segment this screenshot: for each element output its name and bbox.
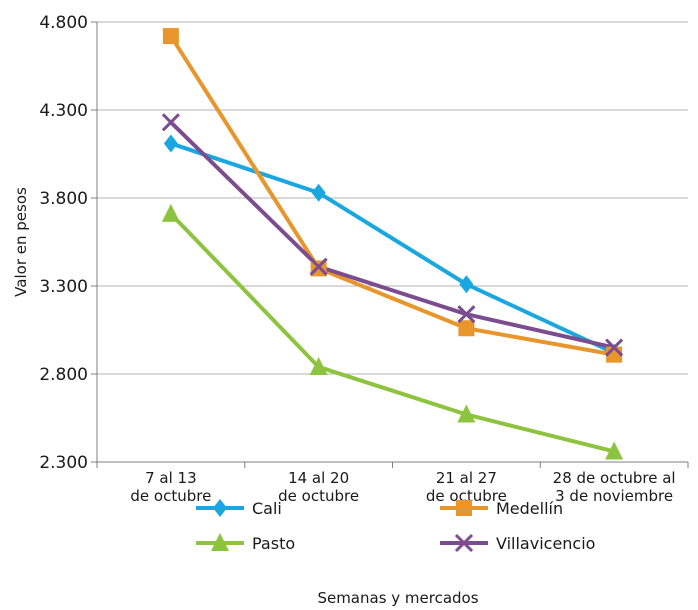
x-category-label-line: 14 al 20 (288, 469, 349, 487)
data-point-pasto (309, 356, 328, 375)
data-point-cali (459, 275, 474, 294)
data-point-pasto (457, 404, 476, 423)
x-category-label: 28 de octubre al 3 de noviembre (553, 469, 676, 505)
x-category-label: 14 al 20 de octubre (278, 469, 359, 505)
y-tick-labels: 2.300 2.800 3.300 3.800 4.300 4.800 (39, 13, 88, 473)
legend-marker (211, 533, 229, 551)
data-point-villavicencio (605, 338, 624, 357)
series-line-villavicencio (169, 120, 615, 350)
marker-stroke (605, 338, 624, 357)
legend-marker (456, 500, 472, 516)
x-category-label-line: de octubre (426, 487, 507, 505)
legend-item-pasto: Pasto (196, 533, 295, 553)
y-tick-label: 2.300 (39, 453, 88, 473)
legend-item-cali: Cali (196, 499, 282, 518)
data-point-villavicencio (309, 257, 328, 276)
x-category-label-line: de octubre (130, 487, 211, 505)
series-line-medellin (169, 35, 615, 357)
x-category-label-line: 21 al 27 (436, 469, 497, 487)
series-line-pasto (169, 212, 615, 454)
legend-label: Medellín (496, 499, 563, 518)
data-point-cali (311, 183, 326, 202)
y-tick-label: 2.800 (39, 365, 88, 385)
x-category-label-line: 3 de noviembre (555, 487, 673, 505)
y-tick-label: 3.800 (39, 189, 88, 209)
data-point-medellin (458, 320, 475, 337)
legend-label: Villavicencio (496, 534, 595, 553)
data-point-villavicencio (457, 305, 476, 324)
data-point-pasto (605, 441, 624, 460)
series-markers (161, 28, 624, 460)
x-category-label-line: de octubre (278, 487, 359, 505)
legend: Cali Medellín Pasto Villavicencio (196, 499, 595, 553)
y-tick-label: 4.300 (39, 101, 88, 121)
axes (91, 21, 689, 468)
legend-marker (454, 533, 474, 553)
legend-label: Cali (252, 499, 282, 518)
x-axis-title: Semanas y mercados (317, 589, 478, 607)
x-category-label-line: 28 de octubre al (553, 469, 676, 487)
y-axis-title: Valor en pesos (12, 187, 30, 297)
marker-stroke (309, 257, 328, 276)
marker-stroke (454, 533, 474, 553)
legend-marker (213, 499, 227, 517)
data-point-villavicencio (161, 113, 180, 132)
y-tick-label: 4.800 (39, 13, 88, 33)
x-category-label: 21 al 27 de octubre (426, 469, 507, 505)
y-tick-label: 3.300 (39, 277, 88, 297)
series-line-cali (170, 141, 615, 355)
x-category-label-line: 7 al 13 (145, 469, 197, 487)
marker-stroke (161, 113, 180, 132)
data-point-medellin (162, 28, 179, 45)
legend-item-villavicencio: Villavicencio (440, 533, 595, 553)
data-point-cali (163, 134, 178, 153)
legend-item-medellin: Medellín (440, 499, 563, 518)
marker-stroke (457, 305, 476, 324)
legend-label: Pasto (252, 534, 295, 553)
x-category-label: 7 al 13 de octubre (130, 469, 211, 505)
series-lines (169, 35, 615, 454)
grid-lines (97, 21, 688, 463)
data-point-pasto (161, 203, 180, 222)
